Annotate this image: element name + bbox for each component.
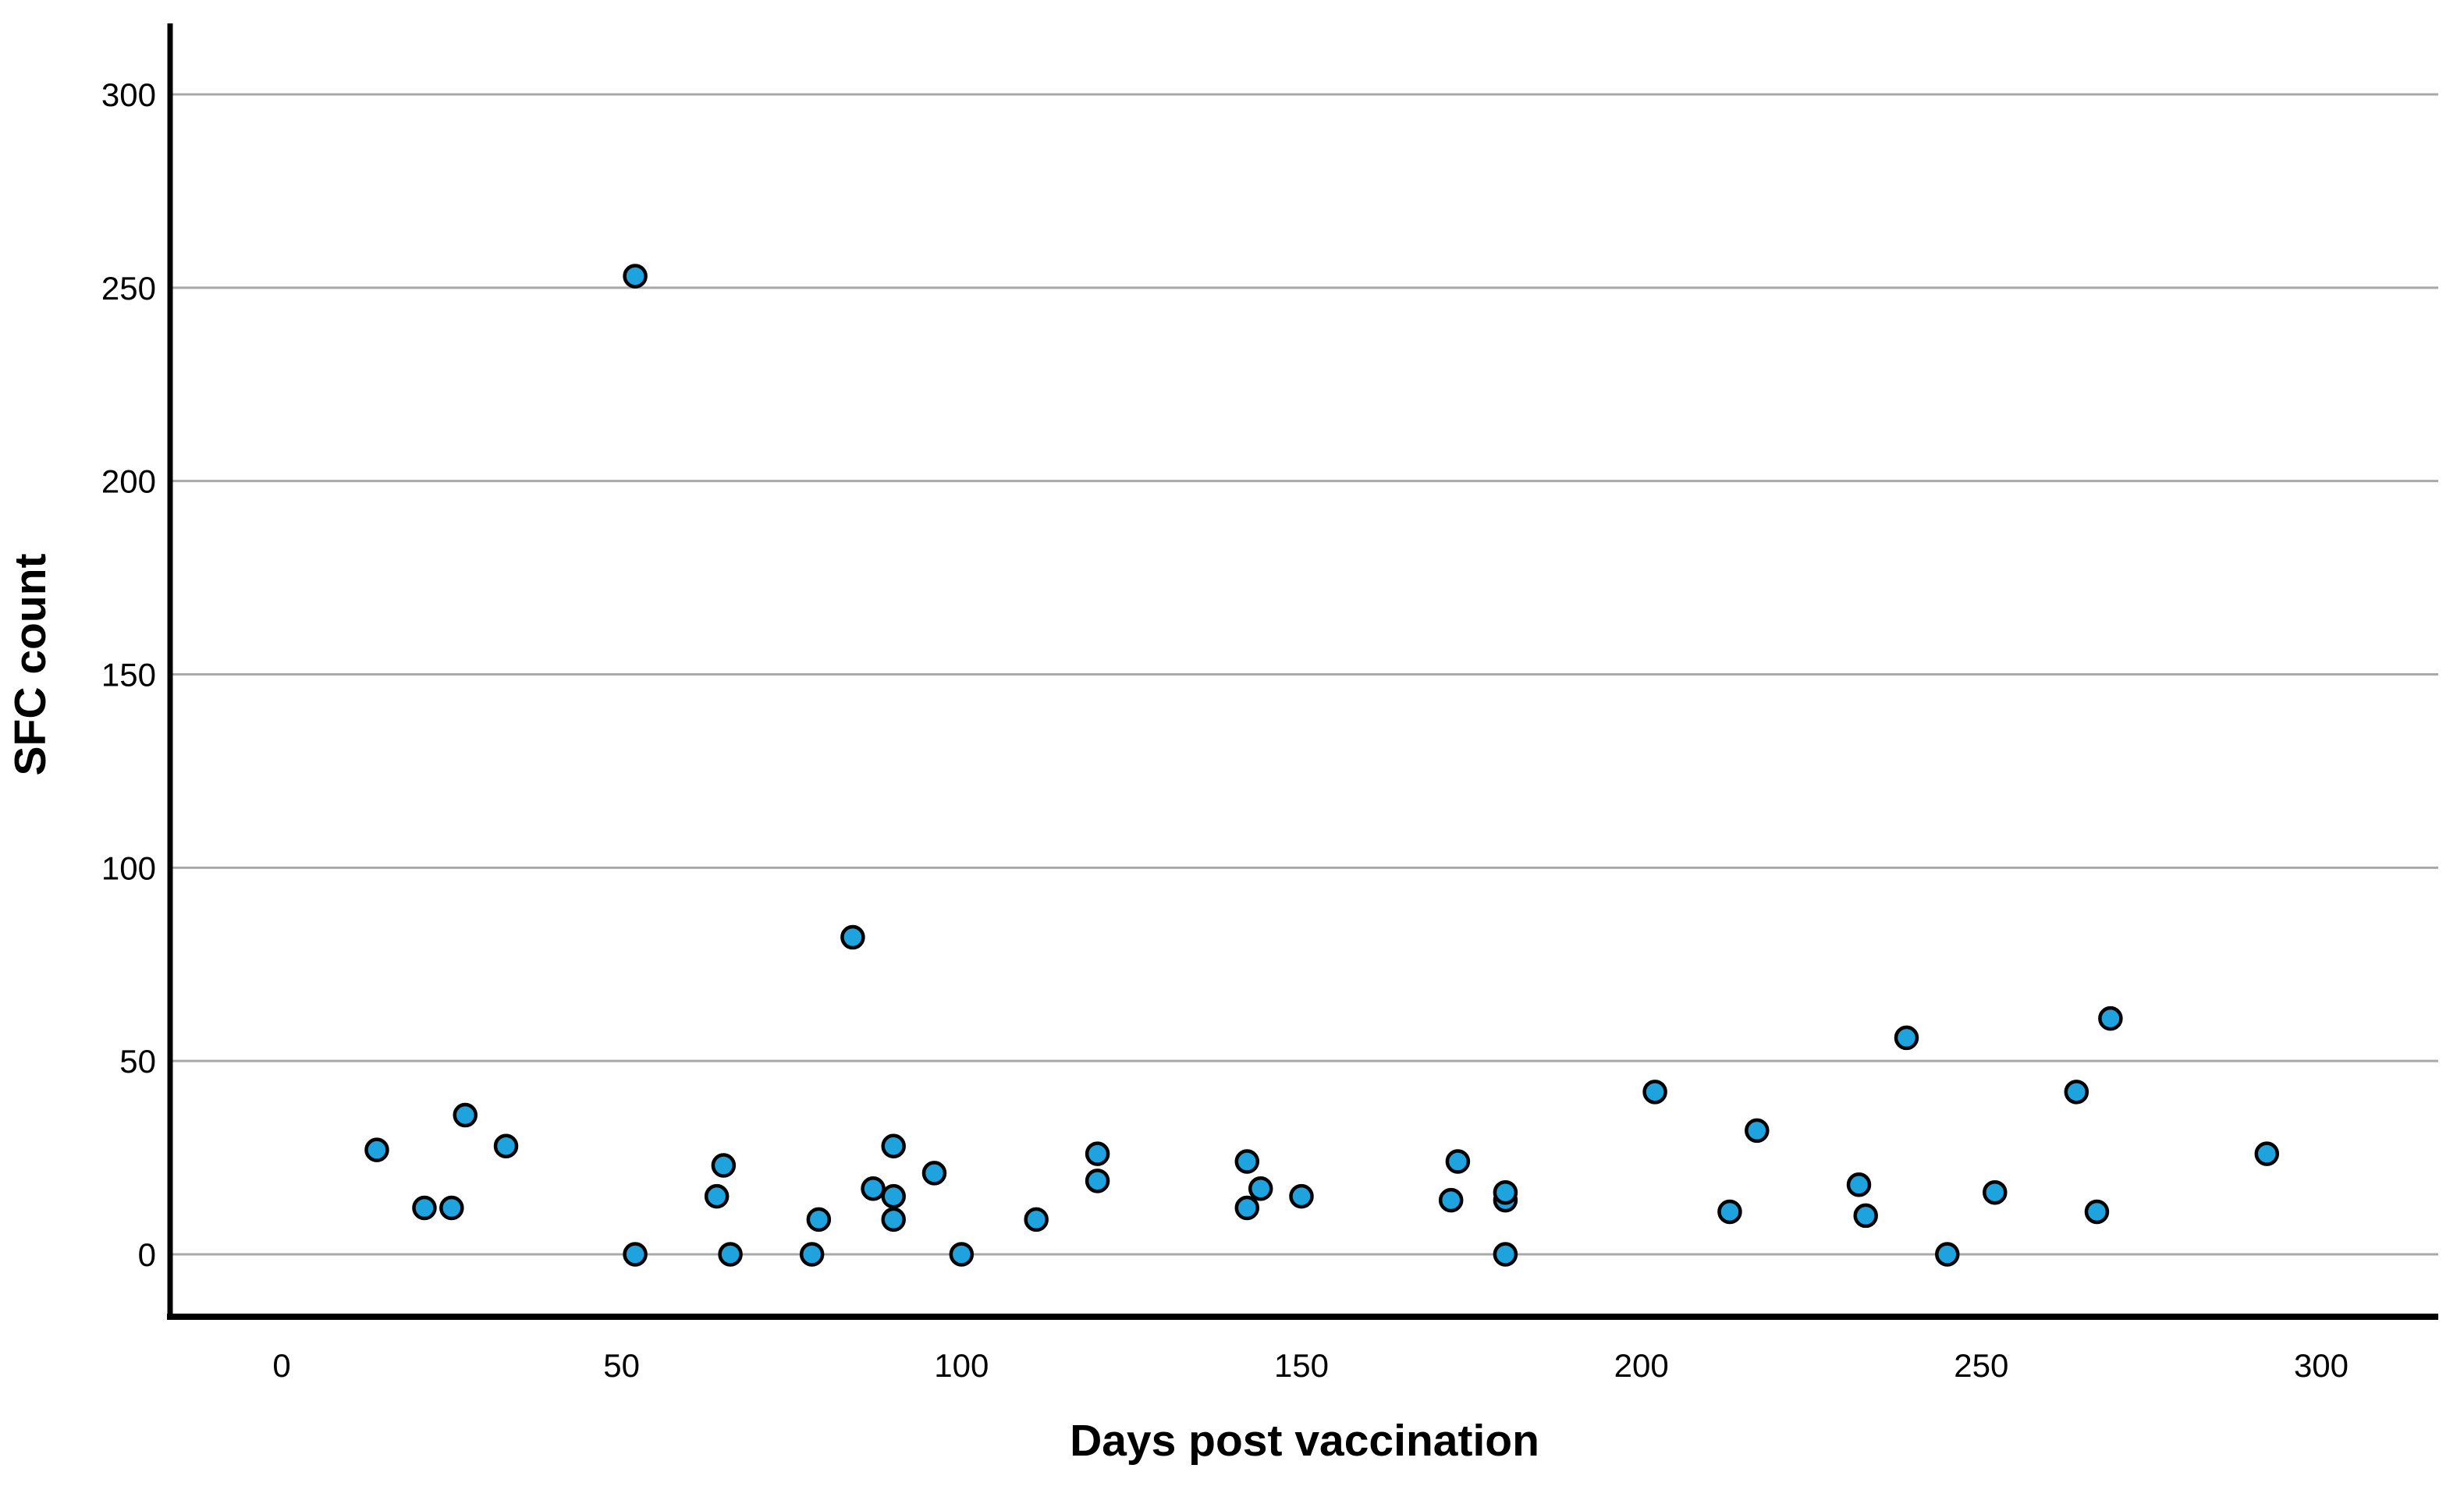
y-tick-label: 50 bbox=[119, 1043, 156, 1080]
data-point bbox=[412, 1195, 437, 1221]
data-point bbox=[1085, 1141, 1110, 1166]
data-point bbox=[2084, 1199, 2110, 1225]
data-point bbox=[1983, 1179, 2008, 1205]
data-point bbox=[711, 1153, 737, 1178]
data-point bbox=[2064, 1080, 2089, 1105]
data-points-layer bbox=[364, 264, 2280, 1267]
data-point bbox=[1894, 1025, 1919, 1051]
data-point bbox=[1248, 1176, 1273, 1201]
gridlines bbox=[170, 93, 2438, 1256]
x-tick-label: 250 bbox=[1954, 1347, 2008, 1384]
data-point bbox=[1493, 1242, 1518, 1267]
data-point bbox=[718, 1242, 743, 1267]
x-tick-label: 0 bbox=[272, 1347, 290, 1384]
data-point bbox=[2254, 1141, 2280, 1166]
data-point bbox=[364, 1137, 389, 1162]
data-point bbox=[1024, 1207, 1049, 1232]
data-point bbox=[840, 924, 865, 950]
data-point bbox=[623, 264, 648, 289]
y-axis-title: SFC count bbox=[5, 554, 55, 776]
data-point bbox=[704, 1183, 730, 1209]
data-point bbox=[2098, 1005, 2123, 1031]
data-point bbox=[1445, 1149, 1471, 1174]
data-point bbox=[439, 1195, 464, 1221]
data-point bbox=[1289, 1183, 1314, 1209]
data-point bbox=[1234, 1149, 1260, 1174]
data-point bbox=[861, 1176, 886, 1201]
data-point bbox=[1717, 1199, 1742, 1225]
x-tick-label: 200 bbox=[1614, 1347, 1669, 1384]
data-point bbox=[1935, 1242, 1960, 1267]
data-point bbox=[1853, 1203, 1878, 1229]
data-point bbox=[1234, 1195, 1260, 1221]
axes bbox=[167, 23, 2438, 1320]
data-point bbox=[1846, 1172, 1872, 1197]
data-point bbox=[1745, 1118, 1770, 1144]
data-point bbox=[949, 1242, 975, 1267]
x-tick-label: 100 bbox=[934, 1347, 989, 1384]
data-point bbox=[799, 1242, 825, 1267]
y-tick-label: 300 bbox=[101, 76, 156, 113]
y-tick-label: 0 bbox=[138, 1236, 156, 1273]
x-tick-labels: 0 50 100 150 200 250 300 bbox=[272, 1347, 2349, 1384]
data-point bbox=[921, 1161, 947, 1186]
y-tick-label: 100 bbox=[101, 849, 156, 886]
y-tick-label: 250 bbox=[101, 270, 156, 307]
x-tick-label: 50 bbox=[603, 1347, 640, 1384]
y-tick-label: 200 bbox=[101, 463, 156, 500]
data-point bbox=[493, 1133, 519, 1158]
data-point bbox=[881, 1207, 906, 1232]
data-point bbox=[1642, 1080, 1667, 1105]
x-axis-title: Days post vaccination bbox=[1070, 1416, 1539, 1466]
data-point bbox=[1438, 1187, 1464, 1213]
y-tick-label: 150 bbox=[101, 657, 156, 693]
x-tick-label: 300 bbox=[2294, 1347, 2349, 1384]
data-point bbox=[806, 1207, 832, 1232]
data-point bbox=[1493, 1179, 1518, 1205]
data-point bbox=[881, 1183, 906, 1209]
data-point bbox=[453, 1102, 478, 1128]
data-point bbox=[1085, 1169, 1110, 1193]
y-tick-labels: 0 50 100 150 200 250 300 bbox=[101, 76, 156, 1273]
data-point bbox=[881, 1133, 906, 1158]
data-point bbox=[623, 1242, 648, 1267]
x-tick-label: 150 bbox=[1274, 1347, 1329, 1384]
